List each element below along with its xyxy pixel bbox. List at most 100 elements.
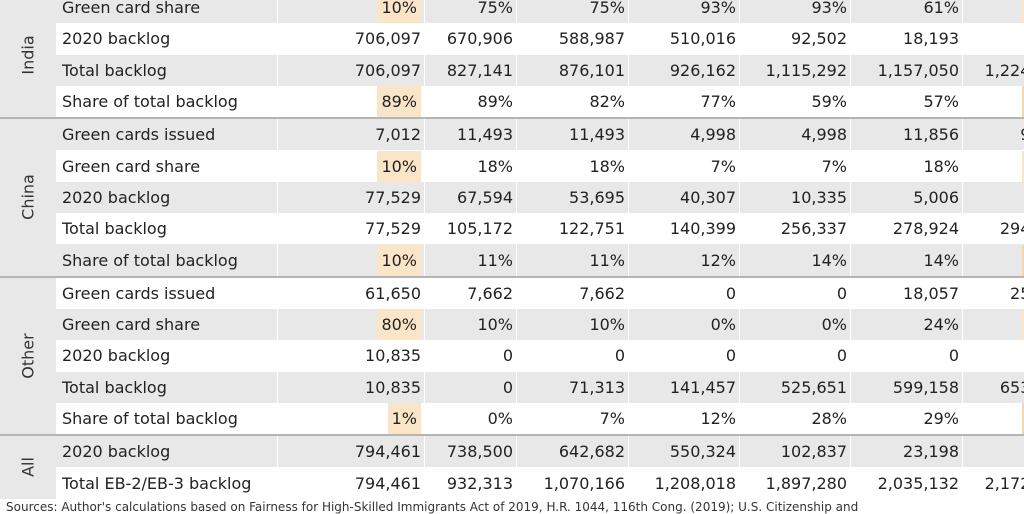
value-cell: 75% xyxy=(425,0,517,24)
value-cell: 550,324 xyxy=(629,436,740,468)
row-label: Green cards issued xyxy=(56,119,278,151)
value-cell: 7,662 xyxy=(425,277,517,309)
table-row: Share of total backlog 10% 11% 11% 12% 14% 14%… xyxy=(56,244,1024,276)
value-cell: 34% xyxy=(963,309,1024,341)
cell-value: 10% xyxy=(477,315,513,335)
value-cell: 23,198 xyxy=(851,436,963,468)
cell-value: 9,834 xyxy=(1020,125,1024,144)
value-cell: 67,594 xyxy=(425,181,517,214)
cell-value: 18,193 xyxy=(903,29,959,49)
source-note: Sources: Author's calculations based on … xyxy=(6,500,859,514)
cell-value: 12% xyxy=(700,409,736,428)
cell-value: 77,529 xyxy=(365,187,421,207)
value-cell: 53% xyxy=(963,0,1024,24)
row-label: Green card share xyxy=(56,0,278,24)
cell-value: 256,337 xyxy=(780,219,847,239)
value-cell: 14% xyxy=(740,244,851,276)
cell-value: 34% xyxy=(1022,309,1024,341)
group-other: Other Green cards issued 61,650 7,662 7,662 0… xyxy=(0,277,1024,435)
value-cell: 670,906 xyxy=(425,23,517,55)
cell-value: 61% xyxy=(923,0,959,18)
cell-value: 0 xyxy=(614,346,625,366)
cell-value: 18% xyxy=(923,156,959,176)
cell-value: 932,313 xyxy=(446,473,513,493)
value-cell: 1,115,292 xyxy=(740,54,851,86)
value-cell: 525,651 xyxy=(740,371,851,403)
value-cell: 10% xyxy=(278,150,425,182)
cell-value: 59% xyxy=(811,92,847,112)
row-label: Green cards issued xyxy=(56,277,278,309)
cell-value: 10% xyxy=(377,244,421,276)
cell-value: 77,529 xyxy=(365,219,421,239)
value-cell: 0 xyxy=(740,340,851,372)
cell-value: 23,198 xyxy=(903,442,959,462)
group-china: China Green cards issued 7,012 11,493 11,493… xyxy=(0,119,1024,276)
cell-value: 670,906 xyxy=(446,29,513,49)
value-cell: 77,529 xyxy=(278,181,425,214)
cell-value: 10% xyxy=(589,315,625,335)
cell-value: 1,115,292 xyxy=(765,60,847,80)
cell-value: 7% xyxy=(821,156,847,176)
value-cell: 77% xyxy=(629,85,740,118)
value-cell: 40,307 xyxy=(629,181,740,214)
cell-value: 0 xyxy=(502,346,513,366)
value-cell: 278,924 xyxy=(851,213,963,245)
value-cell: 18% xyxy=(425,150,517,182)
cell-value: 93% xyxy=(700,0,736,18)
cell-value: 25,895 xyxy=(1010,283,1024,303)
cell-value: 102,837 xyxy=(780,442,847,462)
value-cell: 7,012 xyxy=(278,119,425,151)
value-cell: 61% xyxy=(851,0,963,24)
cell-value: 0% xyxy=(710,315,736,335)
value-cell: 876,101 xyxy=(517,54,629,86)
value-cell: 2,172,984 xyxy=(963,467,1024,498)
value-cell: 0 xyxy=(425,371,517,403)
value-cell: 642,682 xyxy=(517,436,629,468)
value-cell: 294,590 xyxy=(963,213,1024,244)
value-cell: 0 xyxy=(851,340,963,372)
cell-value: 706,097 xyxy=(354,29,421,49)
group-label-text: China xyxy=(18,174,38,221)
cell-value: 11,856 xyxy=(903,125,959,145)
row-label: Total backlog xyxy=(56,371,278,403)
table-row: Green card share 80% 10% 10% 0% 0% 24% 34% xyxy=(56,308,1024,341)
cell-value: 53,695 xyxy=(569,187,625,207)
row-label: Green card share xyxy=(56,308,278,341)
value-cell: 827,141 xyxy=(425,54,517,86)
value-cell: 706,097 xyxy=(278,54,425,86)
value-cell: 10,835 xyxy=(278,371,425,403)
group-divider xyxy=(0,117,1024,120)
cell-value: 12% xyxy=(700,250,736,270)
cell-value: 10,335 xyxy=(791,187,847,207)
cell-value: 827,141 xyxy=(446,60,513,80)
row-label: Total backlog xyxy=(56,213,278,245)
cell-value: 10,835 xyxy=(365,346,421,366)
group-label: All xyxy=(0,436,56,499)
cell-value: 1,208,018 xyxy=(654,473,736,493)
value-cell: 4,998 xyxy=(629,119,740,151)
value-cell: 794,461 xyxy=(278,436,425,468)
cell-value: 0 xyxy=(725,346,736,366)
value-cell: 0 xyxy=(963,436,1024,467)
value-cell: 588,987 xyxy=(517,23,629,55)
cell-value: 0 xyxy=(725,283,736,303)
cell-value: 24% xyxy=(923,315,959,335)
cell-value: 14% xyxy=(1022,244,1024,276)
value-cell: 14% xyxy=(851,244,963,276)
value-cell: 13% xyxy=(963,150,1024,182)
cell-value: 53% xyxy=(1022,0,1024,24)
cell-value: 294,590 xyxy=(999,219,1024,239)
value-cell: 9,834 xyxy=(963,119,1024,150)
cell-value: 122,751 xyxy=(558,219,625,239)
cell-value: 7,662 xyxy=(579,283,625,303)
value-cell: 256,337 xyxy=(740,213,851,245)
cell-value: 7% xyxy=(710,156,736,176)
value-cell: 1% xyxy=(278,402,425,435)
row-label: Share of total backlog xyxy=(56,244,278,276)
value-cell: 11,493 xyxy=(517,119,629,151)
value-cell: 1,070,166 xyxy=(517,467,629,499)
value-cell: 12% xyxy=(629,244,740,276)
cell-value: 1,070,166 xyxy=(543,473,625,493)
cell-value: 525,651 xyxy=(780,377,847,397)
cell-value: 89% xyxy=(477,92,513,112)
